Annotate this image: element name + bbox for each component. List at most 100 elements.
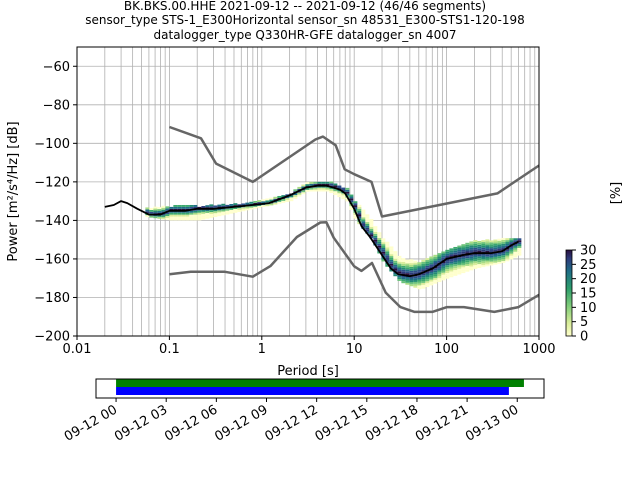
heatmap-cell xyxy=(457,268,462,271)
heatmap-cell xyxy=(305,182,310,185)
heatmap-cell xyxy=(361,217,366,220)
heatmap-cell xyxy=(477,240,482,243)
heatmap-cell xyxy=(161,205,166,208)
heatmap-cell xyxy=(437,280,442,283)
heatmap-cell xyxy=(273,198,278,201)
heatmap-cell xyxy=(469,241,474,244)
heatmap-cell xyxy=(421,259,426,262)
heatmap-cell xyxy=(381,251,386,254)
heatmap-cell xyxy=(421,280,426,283)
heatmap-cell xyxy=(373,239,378,242)
heatmap-cell xyxy=(349,196,354,199)
heatmap-cell xyxy=(173,216,178,219)
heatmap-cell xyxy=(437,268,442,271)
heatmap-cell xyxy=(389,259,394,262)
heatmap-cell xyxy=(489,263,494,266)
heatmap-cell xyxy=(489,257,494,260)
heatmap-cell xyxy=(145,207,150,210)
heatmap-cell xyxy=(269,199,274,202)
heatmap-cell xyxy=(413,276,418,279)
heatmap-cell xyxy=(209,214,214,216)
series-lines xyxy=(104,125,540,314)
heatmap-cell xyxy=(461,248,466,250)
heatmap-cell xyxy=(237,210,242,212)
heatmap-cell xyxy=(393,258,398,261)
heatmap-cell xyxy=(385,259,390,261)
heatmap-cell xyxy=(449,267,454,270)
heatmap-cell xyxy=(397,255,402,258)
heatmap-cell xyxy=(401,271,406,274)
heatmap-cell xyxy=(157,207,162,210)
heatmap-cell xyxy=(357,204,362,207)
x-tick-label: 1000 xyxy=(522,342,555,357)
heatmap-cell xyxy=(481,259,486,262)
heatmap-cell xyxy=(421,265,426,268)
heatmap-cell xyxy=(441,255,446,258)
heatmap-cell xyxy=(201,213,206,216)
heatmap-cell xyxy=(169,214,174,217)
heatmap-cell xyxy=(417,266,422,269)
heatmap-cell xyxy=(409,265,414,267)
heatmap-cell xyxy=(337,195,342,198)
heatmap-cell xyxy=(193,204,198,207)
heatmap-cell xyxy=(321,181,326,184)
heatmap-cell xyxy=(485,262,490,265)
heatmap-cell xyxy=(393,253,398,256)
heatmap-cell xyxy=(485,260,490,263)
heatmap-cell xyxy=(177,208,182,211)
heatmap-cell xyxy=(493,239,498,242)
heatmap-cell xyxy=(381,259,386,262)
heatmap-cell xyxy=(501,259,506,262)
heatmap-cell xyxy=(465,258,470,261)
heatmap-cell xyxy=(429,269,434,272)
timeline-frame xyxy=(95,378,545,399)
heatmap-cell xyxy=(385,251,390,254)
heatmap-cell xyxy=(381,244,386,247)
y-tick-label: −120 xyxy=(34,175,70,190)
heatmap-cell xyxy=(293,195,298,197)
heatmap-cell xyxy=(449,275,454,278)
heatmap-cell xyxy=(185,214,190,217)
heatmap-cell xyxy=(421,273,426,276)
heatmap-cell xyxy=(485,239,490,242)
heatmap-cell xyxy=(245,208,250,211)
heatmap-cell xyxy=(425,283,430,286)
heatmap-cell xyxy=(373,237,378,240)
heatmap-cell xyxy=(465,265,470,268)
heatmap-cell xyxy=(465,252,470,255)
heatmap-cell xyxy=(293,196,298,199)
heatmap-cell xyxy=(201,206,206,208)
heatmap-cell xyxy=(501,243,506,246)
heatmap-cell xyxy=(193,212,198,215)
heatmap-cell xyxy=(293,189,298,192)
heatmap-cell xyxy=(441,266,446,269)
heatmap-cell xyxy=(461,246,466,249)
heatmap-cell xyxy=(353,201,358,204)
heatmap-cell xyxy=(509,247,514,250)
colorbar-tick-label: 30 xyxy=(580,244,597,259)
heatmap-cell xyxy=(485,256,490,259)
heatmap-cell xyxy=(181,218,186,221)
heatmap-cell xyxy=(189,204,194,207)
heatmap-cell xyxy=(397,271,402,274)
heatmap-cell xyxy=(437,255,442,257)
heatmap-cell xyxy=(397,275,402,278)
heatmap-cell xyxy=(341,193,346,196)
noise-model-low-line xyxy=(169,221,540,314)
coverage-bar xyxy=(116,379,524,387)
heatmap-cell xyxy=(473,245,478,248)
heatmap-cell xyxy=(453,248,458,251)
heatmap-cell xyxy=(493,254,498,257)
y-tick-label: −60 xyxy=(43,60,70,75)
heatmap-cell xyxy=(433,279,438,282)
heatmap-cell xyxy=(501,255,506,258)
mode-line xyxy=(104,184,519,278)
heatmap-cell xyxy=(237,208,242,211)
heatmap-cell xyxy=(309,181,314,184)
heatmap-cell xyxy=(205,216,210,219)
heatmap-cell xyxy=(325,187,330,190)
heatmap-cell xyxy=(265,198,270,201)
heatmap-cell xyxy=(453,246,458,249)
heatmap-cell xyxy=(353,203,358,206)
heatmap-cell xyxy=(421,269,426,272)
